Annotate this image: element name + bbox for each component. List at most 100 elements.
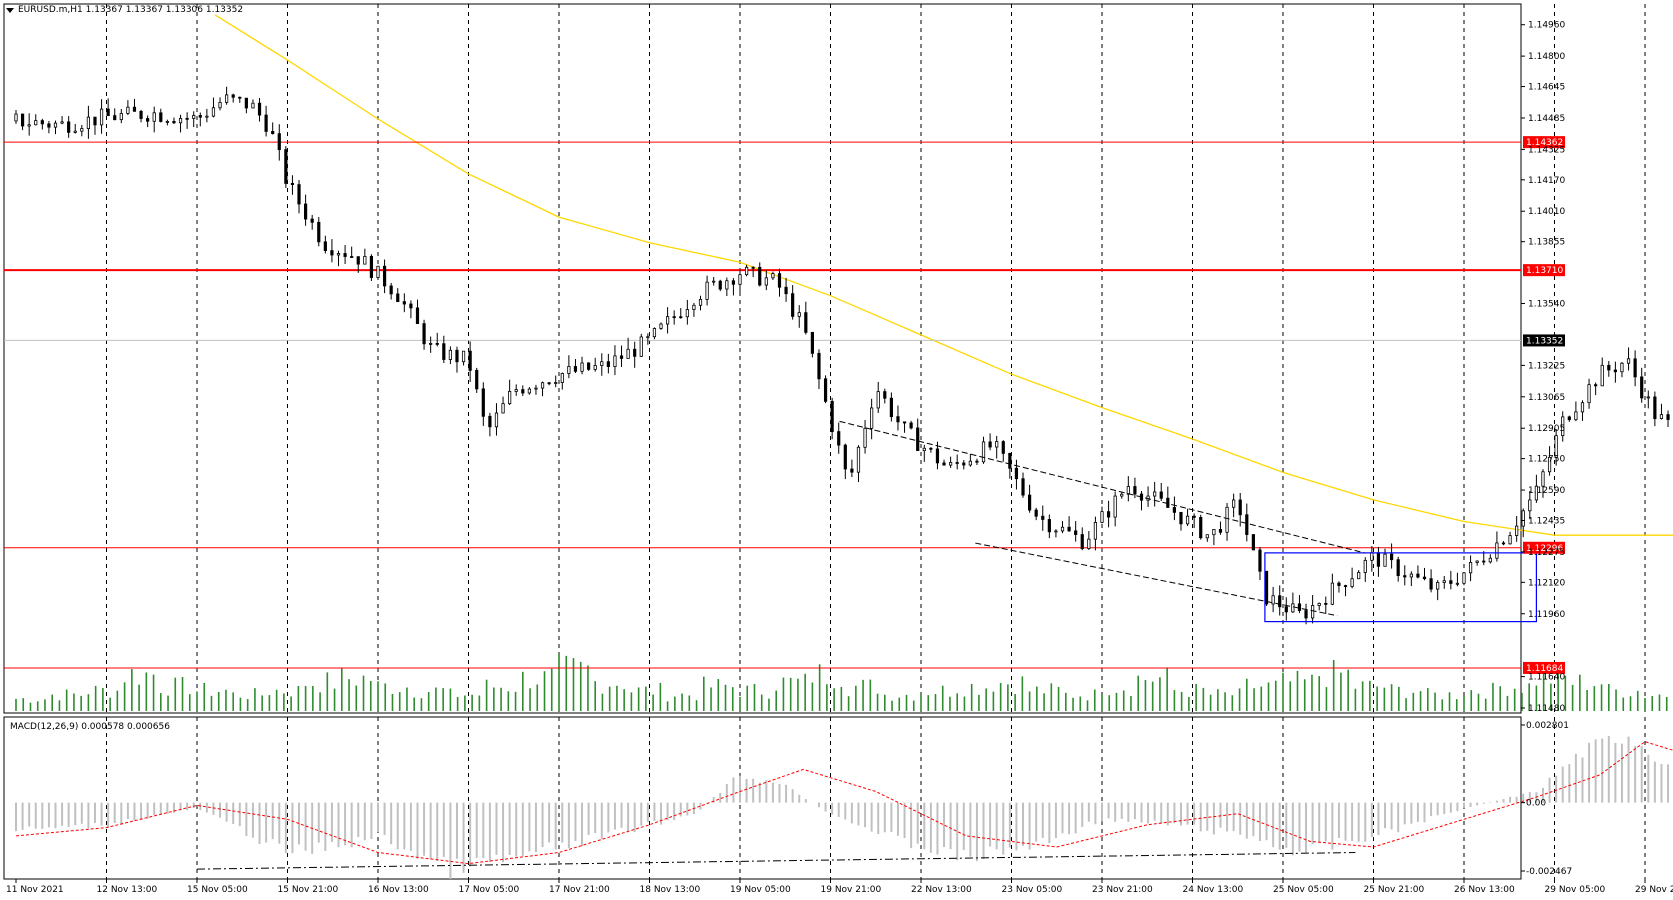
candle-body [344,254,346,257]
candle-body [587,363,589,369]
y-tick-label: 1.13065 [1528,393,1565,403]
candle-body [574,366,576,371]
candle-body [535,388,537,389]
candle-body [989,442,991,447]
candle-body [87,117,89,128]
candle-body [548,383,550,384]
collapse-triangle-icon[interactable] [6,8,14,13]
candle-body [429,343,431,344]
y-tick-label: 1.14960 [1528,21,1565,31]
candle-body [81,129,83,132]
symbol-quote-header: EURUSD.m,H1 1.13367 1.13367 1.13306 1.13… [18,5,243,15]
candle-body [1022,479,1024,495]
x-tick-label: 23 Nov 21:00 [1092,885,1153,895]
candle-body [1390,554,1392,560]
candle-body [1285,607,1287,612]
candle-body [1265,571,1267,604]
candle-body [633,349,635,356]
candle-body [976,461,978,462]
quote-values: 1.13367 1.13367 1.13306 1.13352 [86,5,243,15]
x-tick-label: 19 Nov 21:00 [821,885,882,895]
candle-body [1397,560,1399,576]
candle-body [706,282,708,299]
candle-body [1173,507,1175,512]
candle-body [1101,512,1103,523]
candle-body [1226,507,1228,532]
candle-body [114,116,116,120]
candle-body [186,118,188,119]
candle-body [1529,500,1531,511]
candle-body [1384,554,1386,566]
candle-body [726,281,728,289]
candle-body [107,109,109,116]
candle-body [206,116,208,117]
candle-body [1055,531,1057,532]
candle-body [884,392,886,399]
candle-body [232,95,234,97]
candle-body [693,305,695,309]
candle-body [1436,582,1438,589]
y-tick-label: 1.14010 [1528,207,1565,217]
candle-body [903,422,905,423]
candle-body [1430,579,1432,589]
candle-body [324,242,326,251]
candle-body [712,281,714,282]
candle-body [956,462,958,463]
candle-body [785,287,787,293]
candle-body [28,125,30,126]
candle-body [1252,535,1254,550]
candle-body [1009,453,1011,468]
candle-body [443,344,445,360]
candle-body [864,428,866,447]
candle-body [1423,577,1425,579]
candle-body [936,449,938,463]
candle-body [581,363,583,371]
candle-body [397,294,399,302]
candle-body [719,281,721,289]
candle-body [1107,512,1109,517]
candle-body [74,131,76,132]
candle-body [1292,604,1294,612]
candle-body [1068,527,1070,531]
candle-body [561,373,563,382]
y-tick-label: 1.12435 [1528,516,1565,526]
candle-body [35,121,37,125]
candle-body [304,204,306,219]
candle-body [1246,515,1248,535]
candle-body [311,219,313,222]
candle-body [436,343,438,344]
candle-body [1035,510,1037,516]
candle-body [482,389,484,416]
candle-body [673,317,675,318]
candle-body [1331,583,1333,604]
candle-body [765,278,767,285]
candle-body [732,281,734,285]
candle-body [1338,583,1340,585]
candle-body [910,423,912,428]
candle-body [1404,576,1406,577]
x-tick-label: 12 Nov 13:00 [97,885,158,895]
candle-body [423,324,425,344]
x-tick-label: 11 Nov 2021 [6,885,64,895]
candle-body [67,122,69,133]
x-tick-label: 23 Nov 05:00 [1002,885,1063,895]
candle-body [1463,573,1465,583]
candle-body [1601,365,1603,386]
candle-body [1371,553,1373,561]
candle-body [1575,412,1577,420]
candle-body [791,294,793,317]
candle-body [476,370,478,389]
candle-body [1627,359,1629,363]
candle-body [94,117,96,125]
candle-body [252,103,254,108]
macd-indicator-label: MACD(12,26,9) 0.000578 0.000656 [10,722,170,732]
candle-body [48,124,50,127]
y-tick-label: 1.12750 [1528,455,1565,465]
candle-body [1450,581,1452,584]
candle-body [1081,535,1083,549]
candle-body [1614,370,1616,372]
x-tick-label: 17 Nov 05:00 [459,885,520,895]
candle-body [1634,359,1636,377]
